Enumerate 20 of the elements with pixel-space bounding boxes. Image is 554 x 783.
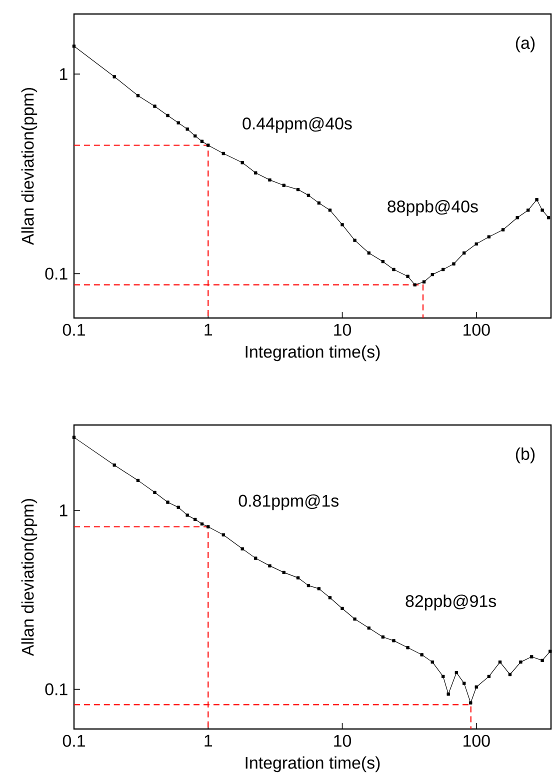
y-tick-label: 1 — [60, 504, 68, 516]
y-tick-label: 1 — [60, 68, 68, 80]
annotation: (b) — [516, 448, 535, 464]
x-axis-title: Integration time(s) — [246, 756, 380, 772]
x-tick-label: 10 — [334, 324, 352, 336]
annotation: (a) — [516, 36, 535, 52]
annotation: 82ppb@91s — [406, 594, 496, 610]
x-tick-label: 100 — [464, 324, 490, 336]
y-tick-label: 0.1 — [45, 683, 68, 696]
y-axis-title: Allan dieviation(ppm) — [21, 88, 38, 246]
annotation: 0.81ppm@1s — [238, 494, 339, 510]
x-axis-title: Integration time(s) — [246, 345, 380, 362]
annotation: 88ppb@40s — [388, 200, 478, 216]
x-tick-label: 1 — [204, 324, 212, 336]
y-tick-label: 0.1 — [45, 268, 68, 280]
x-tick-label: 1 — [204, 734, 212, 746]
x-tick-label: 100 — [464, 734, 490, 747]
annotation: 0.44ppm@40s — [242, 117, 352, 133]
y-axis-title: Allan dieviation(ppm) — [21, 499, 38, 656]
x-tick-label: 10 — [334, 734, 352, 747]
